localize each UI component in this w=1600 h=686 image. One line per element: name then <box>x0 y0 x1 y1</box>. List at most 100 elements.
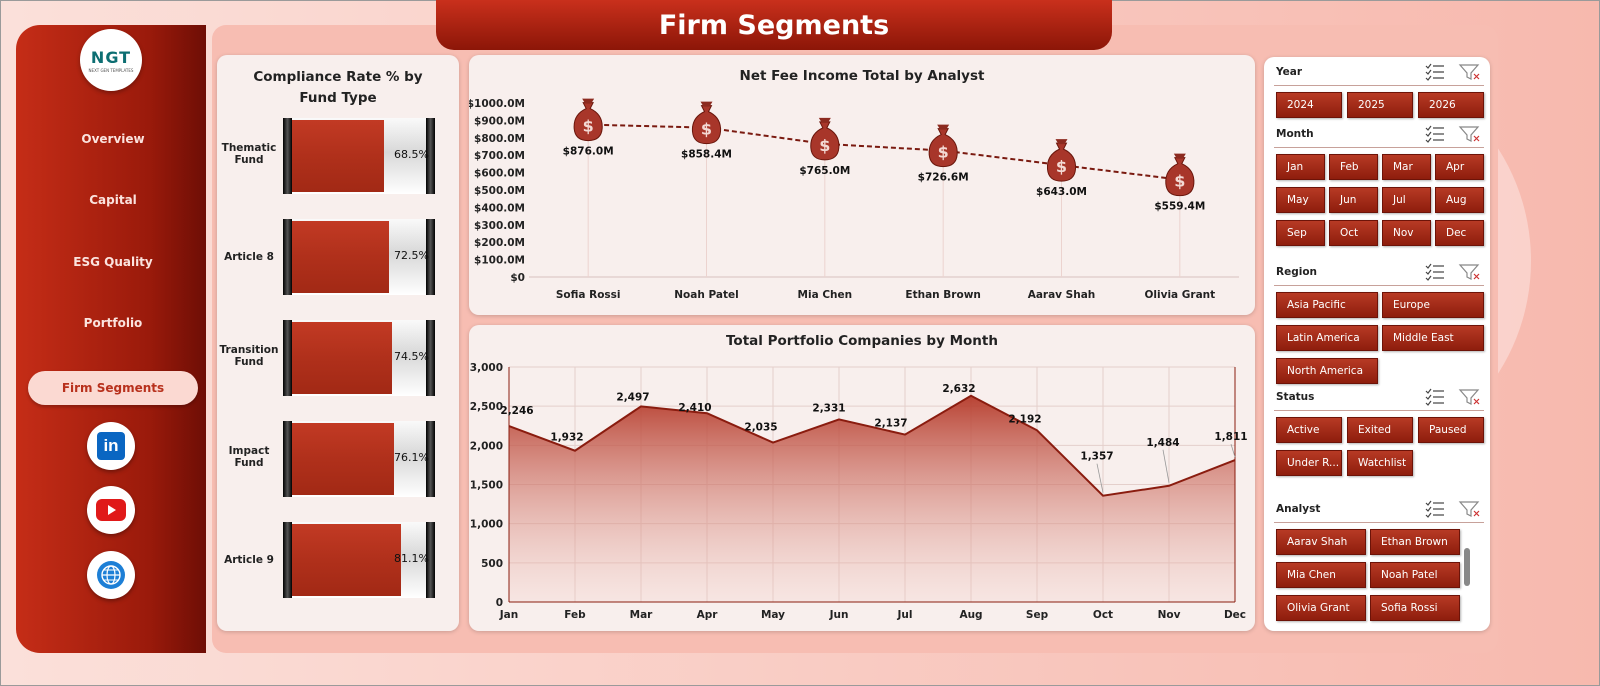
money-bag-icon: $ <box>573 98 603 142</box>
compliance-title: Compliance Rate % by Fund Type <box>217 67 459 109</box>
slicer-option-month[interactable]: Nov <box>1382 220 1431 246</box>
y-tick-label: 1,000 <box>470 519 503 531</box>
compliance-fund-label: Article 8 <box>217 251 281 263</box>
svg-text:$: $ <box>701 120 712 139</box>
slicer-option-month[interactable]: Mar <box>1382 154 1431 180</box>
nav-esg-quality[interactable]: ESG Quality <box>73 255 153 269</box>
slicer-option-month[interactable]: Aug <box>1435 187 1484 213</box>
slicer-option-month[interactable]: Jan <box>1276 154 1325 180</box>
linkedin-button[interactable]: in <box>87 422 135 470</box>
slicer-option-region[interactable]: Asia Pacific <box>1276 292 1378 318</box>
slicer-option-month[interactable]: Dec <box>1435 220 1484 246</box>
youtube-button[interactable] <box>87 486 135 534</box>
compliance-pct-label: 81.1% <box>394 552 429 565</box>
x-tick-label: Sep <box>1026 609 1049 621</box>
compliance-fund-label: Transition Fund <box>217 344 281 368</box>
slicer-option-region[interactable]: Latin America <box>1276 325 1378 351</box>
data-label: 1,932 <box>550 432 583 444</box>
slicer-option-region[interactable]: North America <box>1276 358 1378 384</box>
clear-filter-icon[interactable] <box>1458 64 1480 80</box>
data-label: 1,357 <box>1080 451 1113 463</box>
slicer-option-status[interactable]: Exited <box>1347 417 1413 443</box>
slicer-option-analyst[interactable]: Sofia Rossi <box>1370 595 1460 621</box>
bar-fill <box>292 221 390 293</box>
slicer-option-region[interactable]: Europe <box>1382 292 1484 318</box>
multi-select-icon[interactable] <box>1425 500 1444 518</box>
y-tick-label: 3,000 <box>470 362 503 374</box>
x-tick-label: Apr <box>697 609 719 621</box>
multi-select-icon[interactable] <box>1425 125 1444 143</box>
slicer-option-month[interactable]: Jun <box>1329 187 1378 213</box>
y-tick-label: $200.0M <box>474 237 525 249</box>
slicer-option-analyst[interactable]: Aarav Shah <box>1276 529 1366 555</box>
svg-text:$: $ <box>819 136 830 155</box>
multi-select-icon[interactable] <box>1425 263 1444 281</box>
x-tick-label: Feb <box>564 609 586 621</box>
nav-capital[interactable]: Capital <box>89 193 137 207</box>
slicer-option-region[interactable]: Middle East <box>1382 325 1484 351</box>
clear-filter-icon[interactable] <box>1458 389 1480 405</box>
nav-portfolio[interactable]: Portfolio <box>83 316 143 330</box>
slicer-toolbar <box>1425 500 1480 518</box>
net-fee-income-chart: Net Fee Income Total by Analyst $0 $100.0M… <box>467 68 1239 301</box>
svg-text:$: $ <box>938 143 949 162</box>
x-tick-label: Dec <box>1224 609 1246 621</box>
compliance-bar: 74.5% <box>283 320 435 396</box>
sidebar: NGT NEXT GEN TEMPLATES Overview Capital … <box>16 25 206 653</box>
slicer-option-status[interactable]: Watchlist <box>1347 450 1413 476</box>
globe-button[interactable] <box>87 551 135 599</box>
y-tick-label: $600.0M <box>474 168 525 180</box>
compliance-fund-label-line2: Fund <box>234 356 264 368</box>
y-tick-label: $100.0M <box>474 255 525 267</box>
multi-select-icon[interactable] <box>1425 388 1444 406</box>
multi-select-icon[interactable] <box>1425 63 1444 81</box>
slicer-option-year[interactable]: 2025 <box>1347 92 1413 118</box>
slicer-option-status[interactable]: Active <box>1276 417 1342 443</box>
slicer-divider <box>1274 147 1484 148</box>
bar-cap-right <box>426 522 435 598</box>
data-label: $876.0M <box>563 146 614 158</box>
slicer-option-status[interactable]: Under R... <box>1276 450 1342 476</box>
x-tick-label: Mar <box>630 609 654 621</box>
slicer-option-analyst[interactable]: Olivia Grant <box>1276 595 1366 621</box>
slicer-title-year: Year <box>1276 66 1303 78</box>
analyst-scrollbar[interactable] <box>1464 548 1470 586</box>
slicer-option-year[interactable]: 2026 <box>1418 92 1484 118</box>
slicer-option-month[interactable]: Sep <box>1276 220 1325 246</box>
data-label: 2,331 <box>812 402 845 414</box>
bar-cap-left <box>283 421 292 497</box>
compliance-title-line2: Fund Type <box>299 90 377 106</box>
slicer-option-analyst[interactable]: Noah Patel <box>1370 562 1460 588</box>
x-tick-label: Oct <box>1093 609 1113 621</box>
slicer-option-analyst[interactable]: Mia Chen <box>1276 562 1366 588</box>
slicer-option-status[interactable]: Paused <box>1418 417 1484 443</box>
portfolio-companies-chart: Total Portfolio Companies by Month 0 500 1,… <box>470 333 1248 621</box>
y-tick-label: 500 <box>481 558 503 570</box>
x-tick-label: Jul <box>897 609 913 621</box>
net-fee-income-panel: Net Fee Income Total by Analyst $0 $100.0M… <box>467 55 1255 315</box>
slicer-option-month[interactable]: May <box>1276 187 1325 213</box>
clear-filter-icon[interactable] <box>1458 501 1480 517</box>
globe-icon <box>97 561 125 589</box>
nav-overview[interactable]: Overview <box>81 132 145 146</box>
linkedin-icon: in <box>97 432 125 460</box>
compliance-bar: 81.1% <box>283 522 435 598</box>
slicer-option-month[interactable]: Oct <box>1329 220 1378 246</box>
slicer-option-analyst[interactable]: Ethan Brown <box>1370 529 1460 555</box>
slicer-title-month: Month <box>1276 128 1314 140</box>
slicer-divider <box>1274 522 1484 523</box>
slicer-option-year[interactable]: 2024 <box>1276 92 1342 118</box>
compliance-fund-label-line1: Transition <box>219 344 279 356</box>
slicer-divider <box>1274 285 1484 286</box>
compliance-fund-label-line1: Article 8 <box>224 251 274 263</box>
clear-filter-icon[interactable] <box>1458 264 1480 280</box>
data-label: 2,192 <box>1008 413 1041 425</box>
clear-filter-icon[interactable] <box>1458 126 1480 142</box>
slicer-toolbar <box>1425 125 1480 143</box>
slicer-option-month[interactable]: Apr <box>1435 154 1484 180</box>
money-bag-icon: $ <box>1046 139 1077 182</box>
slicer-option-month[interactable]: Feb <box>1329 154 1378 180</box>
compliance-fund-label-line2: Fund <box>234 154 264 166</box>
nav-firm-segments[interactable]: Firm Segments <box>28 371 198 405</box>
slicer-option-month[interactable]: Jul <box>1382 187 1431 213</box>
